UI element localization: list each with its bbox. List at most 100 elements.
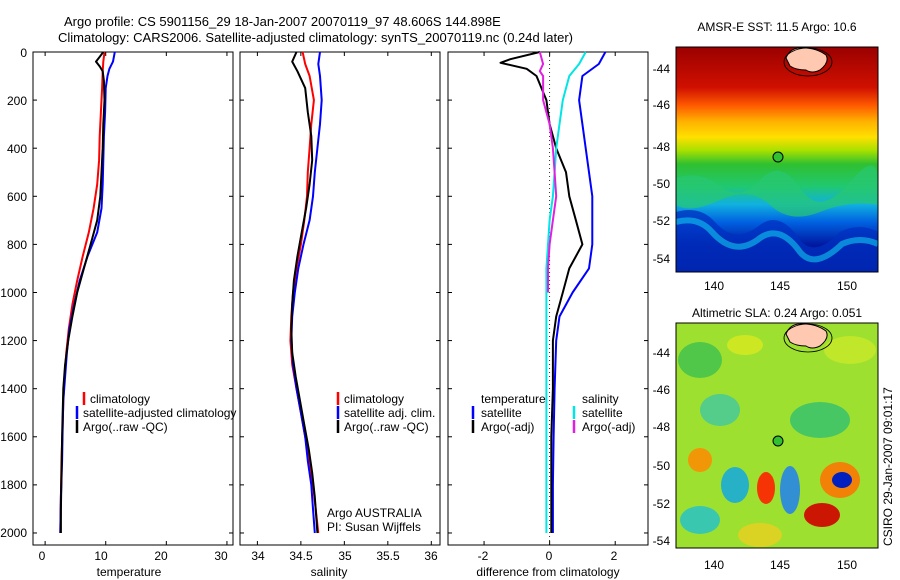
legend-entry: satellite-adjusted climatology	[83, 406, 236, 420]
tasmania-land	[785, 323, 828, 349]
xtick-label: 34	[251, 549, 265, 563]
ytick-label: -46	[653, 98, 671, 112]
salinity-xtick-labels: 34 34.5 35 35.5 36	[251, 549, 438, 563]
xtick-label: 2	[611, 549, 618, 563]
legend-heading-temperature: temperature	[481, 392, 546, 406]
legend-entry: Argo(-adj)	[481, 420, 534, 434]
sla-blob	[680, 506, 720, 534]
legend-entry: Argo(..raw -QC)	[344, 420, 429, 434]
legend-entry: climatology	[344, 392, 404, 406]
series-line-argo-raw-qc	[59, 51, 106, 533]
ytick-label: 1200	[0, 334, 27, 348]
difference-series-group	[499, 51, 607, 533]
series-line-salinity-satellite	[545, 51, 587, 533]
xtick-label: 36	[424, 549, 438, 563]
legend-entry: climatology	[90, 392, 150, 406]
sla-ytick-labels: -44 -46 -48 -50 -52 -54	[653, 346, 671, 548]
xtick-label: 145	[770, 558, 790, 572]
ytick-label: 0	[20, 46, 27, 60]
ytick-label: 200	[7, 94, 27, 108]
series-line-salinity-argo-adj	[538, 51, 558, 293]
salinity-series-group	[289, 51, 323, 534]
xtick-label: 140	[704, 558, 724, 572]
title-line-2: Climatology: CARS2006. Satellite-adjuste…	[58, 30, 573, 45]
ytick-label: 2000	[0, 526, 27, 540]
xtick-label: 20	[154, 549, 168, 563]
xtick-label: 0	[39, 549, 46, 563]
xtick-label: 0	[546, 549, 553, 563]
xtick-label: 150	[837, 558, 857, 572]
difference-axes	[447, 51, 649, 546]
temperature-series-group	[59, 51, 116, 534]
ytick-label: -50	[653, 459, 671, 473]
sla-blob	[727, 335, 763, 355]
sla-blob	[790, 402, 850, 438]
ytick-label: 1800	[0, 478, 27, 492]
legend-entry: satellite adj. clim.	[344, 406, 435, 420]
ytick-label: -48	[653, 140, 671, 154]
ytick-label: -54	[653, 252, 671, 266]
xtick-label: 145	[770, 279, 790, 293]
sst-map-title: AMSR-E SST: 11.5 Argo: 10.6	[697, 20, 857, 34]
sst-map-frame	[675, 46, 879, 273]
sla-blob	[678, 342, 722, 378]
sla-blob	[780, 466, 800, 514]
tasmania-land	[785, 47, 828, 73]
axis-ticks-group	[33, 51, 648, 545]
sla-blob	[738, 523, 782, 547]
temperature-axes	[32, 51, 234, 546]
ytick-label: -48	[653, 420, 671, 434]
sla-blob	[832, 472, 852, 488]
sla-blob	[824, 336, 876, 364]
sla-blob	[700, 394, 740, 426]
legend-entry: Argo(..raw -QC)	[83, 420, 168, 434]
argo-float-marker	[772, 435, 784, 447]
legend-heading-salinity: salinity	[582, 392, 619, 406]
ytick-label: -44	[653, 346, 671, 360]
difference-xlabel: difference from climatology	[476, 565, 619, 579]
bathymetry-contour	[783, 323, 833, 353]
ytick-label: 1600	[0, 430, 27, 444]
temperature-xtick-labels: 0 10 20 30	[39, 549, 228, 563]
difference-xtick-labels: -2 0 2	[478, 549, 618, 563]
legend-entry: Argo(-adj)	[582, 420, 635, 434]
ytick-label: -54	[653, 534, 671, 548]
sla-blob	[721, 467, 749, 503]
sst-front-line	[676, 217, 878, 263]
ytick-label: -52	[653, 214, 671, 228]
sla-map-frame	[675, 322, 879, 549]
xtick-label: 140	[704, 279, 724, 293]
ytick-label: 1400	[0, 382, 27, 396]
sla-map	[676, 323, 878, 548]
sla-map-title: Altimetric SLA: 0.24 Argo: 0.051	[692, 306, 862, 320]
ytick-label: 600	[7, 190, 27, 204]
bathymetry-contour	[783, 47, 833, 77]
footer-stamp: CSIRO 29-Jan-2007 09:01:17	[881, 387, 895, 546]
sla-xtick-labels: 140 145 150	[704, 558, 857, 572]
sst-map	[676, 47, 878, 272]
depth-tick-labels: 0 200 400 600 800 1000 1200 1400 1600 18…	[0, 46, 27, 540]
argo-float-marker	[772, 151, 784, 163]
operator-line-1: Argo AUSTRALIA	[327, 506, 422, 520]
xtick-label: 10	[94, 549, 108, 563]
legend-entry: satellite	[582, 406, 623, 420]
title-line-1: Argo profile: CS 5901156_29 18-Jan-2007 …	[64, 14, 501, 29]
xtick-label: 35	[338, 549, 352, 563]
xtick-label: 35.5	[376, 549, 400, 563]
series-line-satellite-adj-clim	[290, 51, 323, 534]
sst-xtick-labels: 140 145 150	[704, 279, 857, 293]
sla-blob	[688, 448, 712, 472]
salinity-legend: climatology satellite adj. clim. Argo(..…	[336, 392, 435, 434]
sla-blob	[804, 503, 840, 527]
ytick-label: -52	[653, 497, 671, 511]
ytick-label: 400	[7, 142, 27, 156]
series-line-argo-raw-qc	[290, 51, 319, 534]
ytick-label: -44	[653, 62, 671, 76]
sst-front-band	[676, 165, 878, 217]
ytick-label: -46	[653, 383, 671, 397]
temperature-xlabel: temperature	[97, 565, 162, 579]
salinity-axes	[239, 51, 441, 546]
ytick-label: 800	[7, 238, 27, 252]
operator-line-2: PI: Susan Wijffels	[327, 520, 421, 534]
